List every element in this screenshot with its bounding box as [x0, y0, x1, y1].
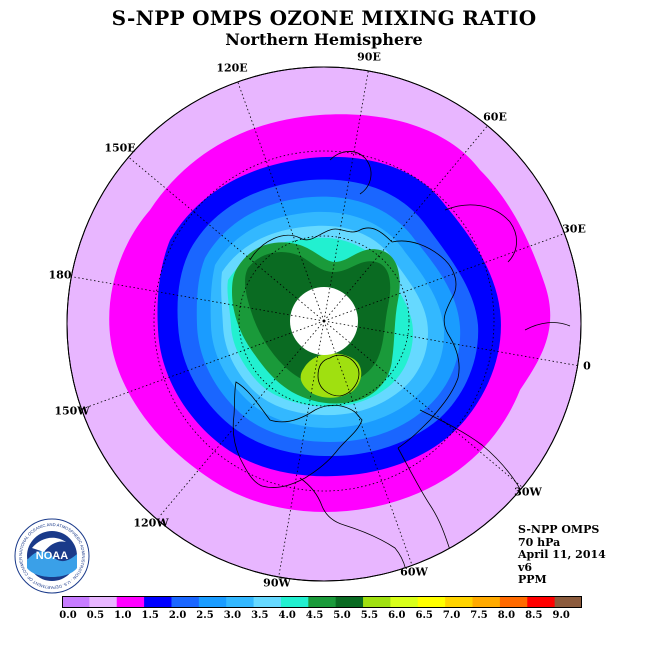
info-units: PPM: [518, 573, 547, 587]
lon-label-90e: 90E: [357, 50, 381, 64]
colorbar-swatch: [390, 596, 419, 608]
info-level: 70 hPa: [518, 535, 561, 549]
colorbar-swatch: [198, 596, 227, 608]
lon-label-90w: 90W: [263, 576, 291, 590]
colorbar-label: 0.0: [59, 610, 77, 621]
graticule: [67, 67, 581, 576]
colorbar-swatch: [554, 596, 582, 608]
colorbar-label: 3.5: [251, 610, 269, 621]
colorbar-swatch: [308, 596, 337, 608]
map-subtitle: Northern Hemisphere: [225, 30, 423, 49]
colorbar-label: 6.5: [415, 610, 433, 621]
colorbar-label: 1.5: [141, 610, 159, 621]
colorbar-label: 9.0: [552, 610, 570, 621]
info-instrument: S-NPP OMPS: [518, 523, 600, 536]
colorbar-label: 3.0: [223, 610, 242, 621]
colorbar-label: 2.0: [168, 610, 187, 621]
colorbar-label: 8.5: [525, 610, 543, 621]
colorbar-swatch: [226, 596, 255, 608]
colorbar-label: 8.0: [497, 610, 516, 621]
colorbar-swatch: [280, 596, 309, 608]
colorbar-label: 7.0: [442, 610, 461, 621]
lon-label-0: 0: [583, 359, 591, 373]
colorbar-label: 7.5: [470, 610, 488, 621]
colorbar-swatch: [62, 596, 90, 608]
colorbar-swatch: [89, 596, 118, 608]
lon-label-30w: 30W: [514, 485, 542, 499]
info-version: v6: [518, 560, 533, 574]
colorbar-swatch: [417, 596, 446, 608]
colorbar-label: 0.5: [86, 610, 105, 621]
lon-label-150e: 150E: [104, 141, 136, 155]
colorbar-label: 1.0: [114, 610, 132, 621]
colorbar-label: 5.5: [360, 610, 379, 621]
map-title: S-NPP OMPS OZONE MIXING RATIO: [111, 6, 537, 30]
colorbar-swatch: [472, 596, 501, 608]
lon-label-120w: 120W: [133, 516, 169, 530]
colorbar-label: 5.0: [333, 610, 351, 621]
colorbar-swatch: [335, 596, 364, 608]
colorbar-swatch: [116, 596, 145, 608]
colorbar-label: 6.0: [388, 610, 406, 621]
colorbar-swatch: [527, 596, 556, 608]
contour-5p5: [300, 353, 362, 398]
colorbar: [62, 596, 582, 608]
colorbar-swatch: [499, 596, 528, 608]
lon-label-120e: 120E: [216, 61, 248, 75]
info-block: S-NPP OMPS 70 hPa April 11, 2014 v6 PPM: [518, 523, 606, 587]
lon-label-30e: 30E: [562, 222, 586, 236]
lon-label-60w: 60W: [400, 565, 428, 579]
colorbar-swatch: [363, 596, 391, 608]
lon-label-180: 180: [48, 268, 72, 282]
colorbar-swatch: [253, 596, 282, 608]
info-date: April 11, 2014: [518, 548, 606, 562]
colorbar-swatch: [144, 596, 172, 608]
noaa-logo: NOAA NATIONAL OCEANIC AND ATMOSPHERIC AD…: [14, 518, 90, 594]
colorbar-label: 2.5: [196, 610, 214, 621]
colorbar-label: 4.5: [305, 610, 324, 621]
noaa-logo-text: NOAA: [36, 550, 68, 562]
colorbar-label: 4.0: [278, 610, 296, 621]
lon-label-150w: 150W: [54, 404, 90, 418]
colorbar-swatch: [171, 596, 200, 608]
colorbar-swatch: [445, 596, 474, 608]
lon-label-60e: 60E: [483, 110, 507, 124]
